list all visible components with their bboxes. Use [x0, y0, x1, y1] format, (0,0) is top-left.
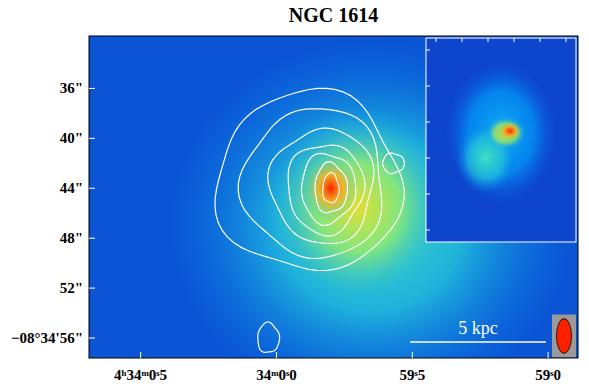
contour — [302, 153, 356, 225]
scale-bar-label: 5 kpc — [458, 318, 498, 338]
x-tick — [276, 352, 277, 358]
x-tick — [412, 352, 413, 358]
y-tick — [89, 88, 95, 89]
y-tick-label: 44" — [60, 180, 83, 196]
y-tick — [89, 238, 95, 239]
x-tick-label: 59ˢ5 — [399, 367, 425, 383]
inset-tick — [426, 86, 430, 87]
contour — [288, 145, 365, 236]
inset-glow — [499, 122, 521, 140]
emission — [263, 107, 453, 307]
inset-tick — [436, 38, 437, 42]
contour — [268, 128, 374, 243]
beam-box — [552, 315, 576, 358]
x-tick — [140, 352, 141, 358]
beam — [557, 319, 572, 354]
inset-tick — [566, 38, 567, 42]
inset-tick — [426, 50, 430, 51]
inset-tick — [514, 38, 515, 42]
contour — [315, 162, 348, 213]
contour — [238, 109, 382, 259]
contour — [258, 322, 280, 352]
inset — [426, 38, 576, 242]
inset-tick — [488, 38, 489, 42]
title: NGC 1614 — [289, 4, 378, 26]
inset-tick — [540, 38, 541, 42]
y-tick-label: 40" — [60, 130, 83, 146]
y-tick-label: −08°34'56" — [11, 330, 83, 346]
inset-glow — [446, 63, 556, 203]
y-tick — [89, 288, 95, 289]
y-tick — [89, 188, 95, 189]
y-tick — [89, 138, 95, 139]
inset-tick — [426, 194, 430, 195]
x-tick-label: 34ᵐ0ˢ0 — [256, 367, 297, 383]
inset-frame — [426, 38, 576, 242]
y-tick-label: 48" — [60, 230, 83, 246]
figure: NGC 1614 5 kpc 4ʰ34ᵐ0ˢ5 34ᵐ0ˢ0 59ˢ5 59ˢ0 36" 40… — [0, 0, 589, 392]
emission — [168, 38, 576, 358]
frame — [89, 36, 578, 358]
x-tick-label: 4ʰ34ᵐ0ˢ5 — [114, 367, 167, 383]
y-tick-label: 36" — [60, 80, 83, 96]
inset-tick — [426, 122, 430, 123]
inset-tick — [426, 230, 430, 231]
contour — [215, 88, 404, 270]
plot-area — [89, 36, 578, 358]
x-tick-label: 59ˢ0 — [535, 367, 561, 383]
inset-tick — [426, 158, 430, 159]
scale-bar — [410, 341, 546, 343]
inset-tick — [462, 38, 463, 42]
y-tick-label: 52" — [60, 280, 83, 296]
inset-glow — [486, 117, 526, 149]
contour — [323, 172, 340, 202]
x-tick — [548, 352, 549, 358]
contour — [383, 153, 405, 174]
y-tick — [89, 338, 95, 339]
